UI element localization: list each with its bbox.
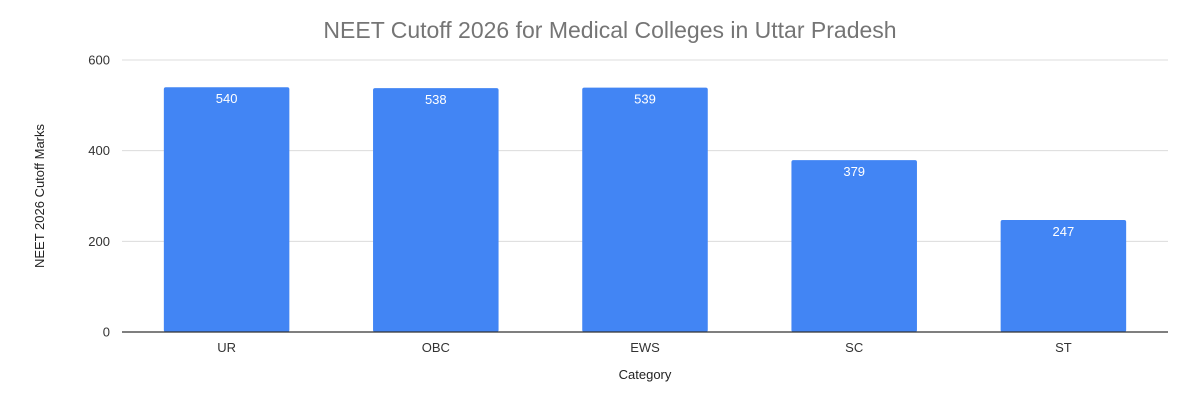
y-tick-label: 600 <box>88 53 110 68</box>
y-tick-label: 200 <box>88 234 110 249</box>
data-label: 540 <box>216 91 238 106</box>
x-tick-label: SC <box>845 340 863 355</box>
data-labels: 540 538 539 379 247 <box>216 91 1075 239</box>
y-axis-ticks: 0 200 400 600 <box>88 53 110 340</box>
bar-st <box>1000 220 1127 332</box>
x-axis-title: Category <box>619 367 672 382</box>
data-label: 379 <box>843 164 865 179</box>
data-label: 538 <box>425 92 447 107</box>
x-tick-label: EWS <box>630 340 660 355</box>
x-tick-label: OBC <box>422 340 450 355</box>
bar-sc <box>791 160 917 332</box>
bars <box>163 87 1127 333</box>
data-label: 539 <box>634 92 656 107</box>
x-tick-label: UR <box>217 340 236 355</box>
bar-ur <box>163 87 290 332</box>
bar-obc <box>373 88 499 333</box>
x-axis-ticks: UR OBC EWS SC ST <box>217 340 1072 355</box>
y-tick-label: 0 <box>103 325 110 340</box>
y-axis-title: NEET 2026 Cutoff Marks <box>32 123 47 268</box>
x-tick-label: ST <box>1055 340 1072 355</box>
data-label: 247 <box>1053 224 1075 239</box>
bar-ews <box>582 87 708 332</box>
chart-title: NEET Cutoff 2026 for Medical Colleges in… <box>323 17 896 43</box>
y-tick-label: 400 <box>88 143 110 158</box>
